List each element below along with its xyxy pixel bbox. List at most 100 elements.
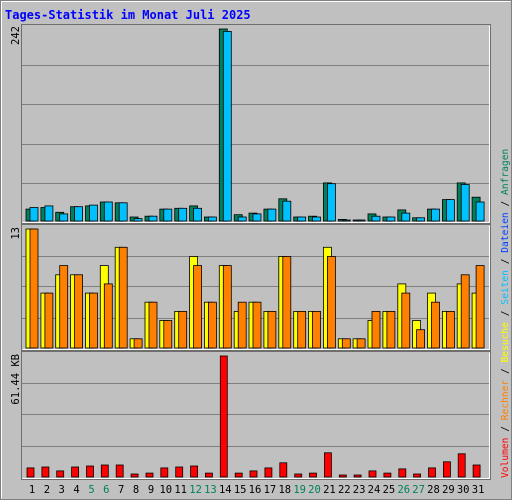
bar-seiten-day-21	[326, 183, 336, 222]
legend-entry-dateien: Dateien	[500, 212, 511, 252]
x-tick-label-day-13: 13	[204, 484, 217, 496]
bar-rechner-day-12	[193, 265, 203, 349]
bar-rechner-day-23	[356, 338, 366, 349]
bar-rechner-day-4	[74, 274, 83, 349]
bar-volumen-day-30	[457, 453, 466, 478]
bar-rechner-day-31	[475, 265, 485, 349]
x-tick-label-day-2: 2	[44, 484, 50, 496]
bar-seiten-day-26	[401, 212, 411, 222]
legend-entry-rechner: Rechner	[500, 380, 511, 421]
bar-volumen-day-2	[41, 466, 50, 478]
bar-volumen-day-1	[26, 467, 35, 478]
bar-rechner-day-15	[237, 301, 247, 349]
bar-rechner-day-10	[163, 320, 173, 349]
bar-rechner-day-7	[118, 246, 128, 349]
x-tick-label-day-1: 1	[29, 484, 35, 496]
x-tick-label-day-7: 7	[118, 484, 124, 496]
panel-frame	[21, 224, 491, 351]
x-tick-label-day-19: 19	[293, 484, 306, 496]
bar-rechner-day-25	[386, 310, 396, 349]
bar-rechner-day-27	[416, 329, 426, 349]
bar-seiten-day-22	[341, 219, 351, 222]
x-tick-label-day-8: 8	[133, 484, 139, 496]
bar-volumen-day-21	[323, 452, 332, 478]
x-tick-label-day-16: 16	[249, 484, 262, 496]
bar-rechner-day-20	[312, 310, 321, 349]
bar-rechner-day-30	[460, 274, 470, 349]
bar-volumen-day-6	[100, 464, 109, 478]
bar-seiten-day-14	[222, 30, 232, 222]
bar-rechner-day-11	[178, 310, 188, 349]
bar-rechner-day-28	[431, 301, 440, 349]
x-tick-label-day-18: 18	[278, 484, 291, 496]
bar-seiten-day-5	[89, 204, 98, 222]
bar-volumen-day-4	[71, 466, 79, 478]
panel-1: 242	[10, 24, 491, 224]
panel-2: 13	[10, 224, 491, 351]
bar-rechner-day-29	[445, 310, 455, 349]
legend-entry-seiten: Seiten	[500, 270, 511, 305]
bar-volumen-day-20	[309, 472, 317, 478]
bar-seiten-day-7	[118, 202, 128, 222]
legend-separator: /	[500, 362, 511, 379]
bar-rechner-day-16	[252, 301, 262, 349]
panel-frame-highlight	[22, 25, 490, 223]
panel-1-max-label: 242	[10, 26, 22, 45]
bar-rechner-day-19	[297, 310, 307, 349]
bar-volumen-day-8	[130, 473, 139, 478]
x-tick-label-day-3: 3	[59, 484, 65, 496]
bar-rechner-day-13	[207, 301, 217, 349]
x-tick-label-day-26: 26	[397, 484, 410, 496]
panel-2-max-label: 13	[10, 227, 22, 240]
x-tick-label-day-12: 12	[189, 484, 202, 496]
bar-volumen-day-18	[279, 462, 288, 478]
bar-seiten-day-9	[148, 215, 158, 222]
bar-seiten-day-3	[59, 213, 69, 222]
bar-rechner-day-24	[371, 310, 381, 349]
chart-panels: 242 13 61.44 KB	[10, 24, 491, 480]
bar-volumen-day-10	[160, 467, 169, 478]
x-axis-labels: 1 2 3 4 5 6 7 8 9 10 11 12 13 14 15 16 17 18 19 20 21 22 23 24 2…	[29, 484, 485, 496]
bar-volumen-day-5	[86, 465, 94, 478]
bar-volumen-day-17	[264, 467, 273, 478]
legend-separator: /	[500, 195, 511, 212]
bar-volumen-day-27	[413, 473, 422, 478]
bar-seiten-day-18	[282, 200, 292, 222]
legend: Volumen / Rechner / Besuche / Seiten / D…	[500, 149, 511, 478]
x-tick-label-day-27: 27	[412, 484, 425, 496]
bar-rechner-day-26	[401, 292, 411, 349]
bar-volumen-day-24	[368, 470, 377, 478]
x-tick-label-day-21: 21	[323, 484, 336, 496]
x-tick-label-day-25: 25	[383, 484, 396, 496]
bar-rechner-day-22	[341, 338, 351, 349]
x-tick-label-day-11: 11	[174, 484, 187, 496]
bar-seiten-day-24	[371, 215, 381, 222]
x-tick-label-day-14: 14	[219, 484, 232, 496]
bar-volumen-day-23	[353, 474, 362, 478]
bar-seiten-day-13	[207, 216, 217, 222]
x-tick-label-day-9: 9	[148, 484, 154, 496]
bar-volumen-day-22	[338, 474, 347, 478]
x-tick-label-day-22: 22	[338, 484, 351, 496]
bar-volumen-day-26	[398, 468, 407, 478]
bar-seiten-day-23	[356, 219, 366, 222]
x-tick-label-day-24: 24	[368, 484, 381, 496]
bar-seiten-day-2	[44, 205, 54, 222]
legend-entry-besuche: Besuche	[500, 322, 511, 363]
x-tick-label-day-28: 28	[427, 484, 440, 496]
bar-volumen-day-9	[145, 472, 154, 478]
bar-volumen-day-13	[204, 472, 213, 478]
legend-separator: /	[500, 305, 511, 322]
x-tick-label-day-17: 17	[264, 484, 277, 496]
bar-seiten-day-10	[163, 208, 173, 222]
bar-seiten-day-15	[237, 216, 247, 222]
x-tick-label-day-30: 30	[457, 484, 470, 496]
x-tick-label-day-31: 31	[472, 484, 485, 496]
panel-3: 61.44 KB	[10, 351, 491, 480]
x-tick-label-day-5: 5	[88, 484, 94, 496]
bar-seiten-day-27	[416, 217, 426, 222]
bar-rechner-day-21	[326, 256, 336, 349]
bar-rechner-day-6	[103, 283, 113, 349]
